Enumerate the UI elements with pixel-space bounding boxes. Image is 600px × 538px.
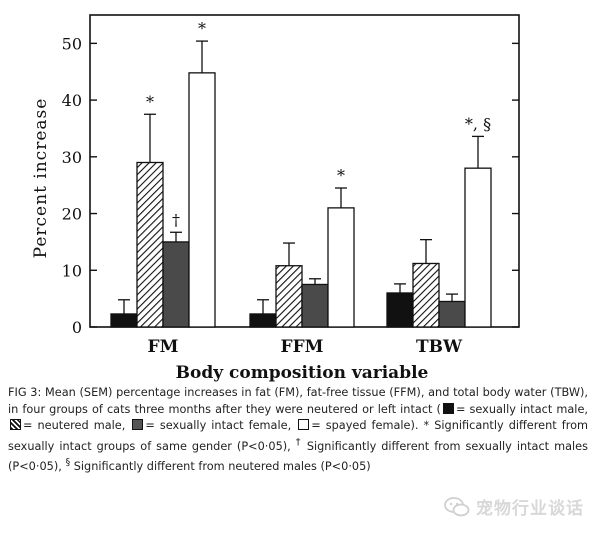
significance-marker: * — [337, 166, 345, 185]
caption-key-neutered-male: = neutered male, — [23, 419, 126, 432]
significance-marker: * — [146, 92, 154, 111]
legend-swatch-neutered-male — [10, 419, 21, 430]
bar-white-fm — [188, 72, 216, 328]
bar-hatch-fm — [136, 161, 164, 328]
bar-hatch-ffm — [275, 265, 303, 328]
x-axis-label: Body composition variable — [176, 363, 429, 383]
y-tick-label: 30 — [62, 148, 82, 167]
caption-note-dagger: Significantly different from sexually in… — [8, 439, 588, 473]
bar-black-ffm — [249, 313, 277, 328]
bar-hatch-tbw — [412, 262, 440, 328]
y-tick-label: 50 — [62, 34, 82, 53]
y-tick-label: 40 — [62, 91, 82, 110]
wechat-icon — [444, 496, 470, 516]
x-tick-label: FFM — [281, 337, 324, 357]
caption-key-spayed-female: = spayed female). — [311, 419, 419, 432]
bar-white-ffm — [327, 207, 355, 328]
bar-chart: 0 10 20 30 40 50 FM * † * FFM * TBW *, § Percent incr… — [31, 14, 520, 383]
significance-marker: *, § — [465, 114, 491, 133]
caption-dagger: † — [295, 436, 302, 448]
y-tick-label: 0 — [72, 318, 82, 337]
bar-black-tbw — [386, 292, 414, 328]
bar-dark-ffm — [301, 283, 329, 328]
caption-note-section: Significantly different from neutered ma… — [73, 459, 371, 473]
y-tick-label: 20 — [62, 205, 82, 224]
significance-marker: † — [172, 210, 180, 229]
legend-swatch-spayed-female — [298, 419, 310, 430]
y-axis-label: Percent increase — [31, 98, 51, 259]
bar-white-tbw — [464, 167, 492, 328]
significance-marker: * — [198, 19, 206, 38]
caption-intro: FIG 3: Mean (SEM) percentage increases i… — [8, 386, 588, 416]
caption-key-intact-male: = sexually intact male, — [455, 402, 588, 416]
caption-section: § — [65, 456, 71, 468]
legend-swatch-intact-female — [132, 419, 144, 430]
bar-dark-tbw — [438, 300, 466, 328]
bar-black-fm — [110, 313, 138, 328]
caption-key-intact-female: = sexually intact female, — [145, 419, 292, 432]
watermark: 宠物行业谈话 — [444, 494, 584, 519]
watermark-text: 宠物行业谈话 — [476, 499, 584, 519]
bar-dark-fm — [162, 241, 190, 328]
x-tick-label: FM — [148, 337, 179, 357]
y-tick-label: 10 — [62, 261, 82, 280]
figure-caption: FIG 3: Mean (SEM) percentage increases i… — [8, 385, 588, 475]
plot-area: 0 10 20 30 40 50 FM * † * FFM * TBW *, § — [62, 14, 520, 357]
caption-note-star: * Significantly different from sexually … — [8, 419, 589, 453]
x-tick-label: TBW — [416, 337, 463, 357]
legend-swatch-intact-male — [442, 402, 454, 414]
